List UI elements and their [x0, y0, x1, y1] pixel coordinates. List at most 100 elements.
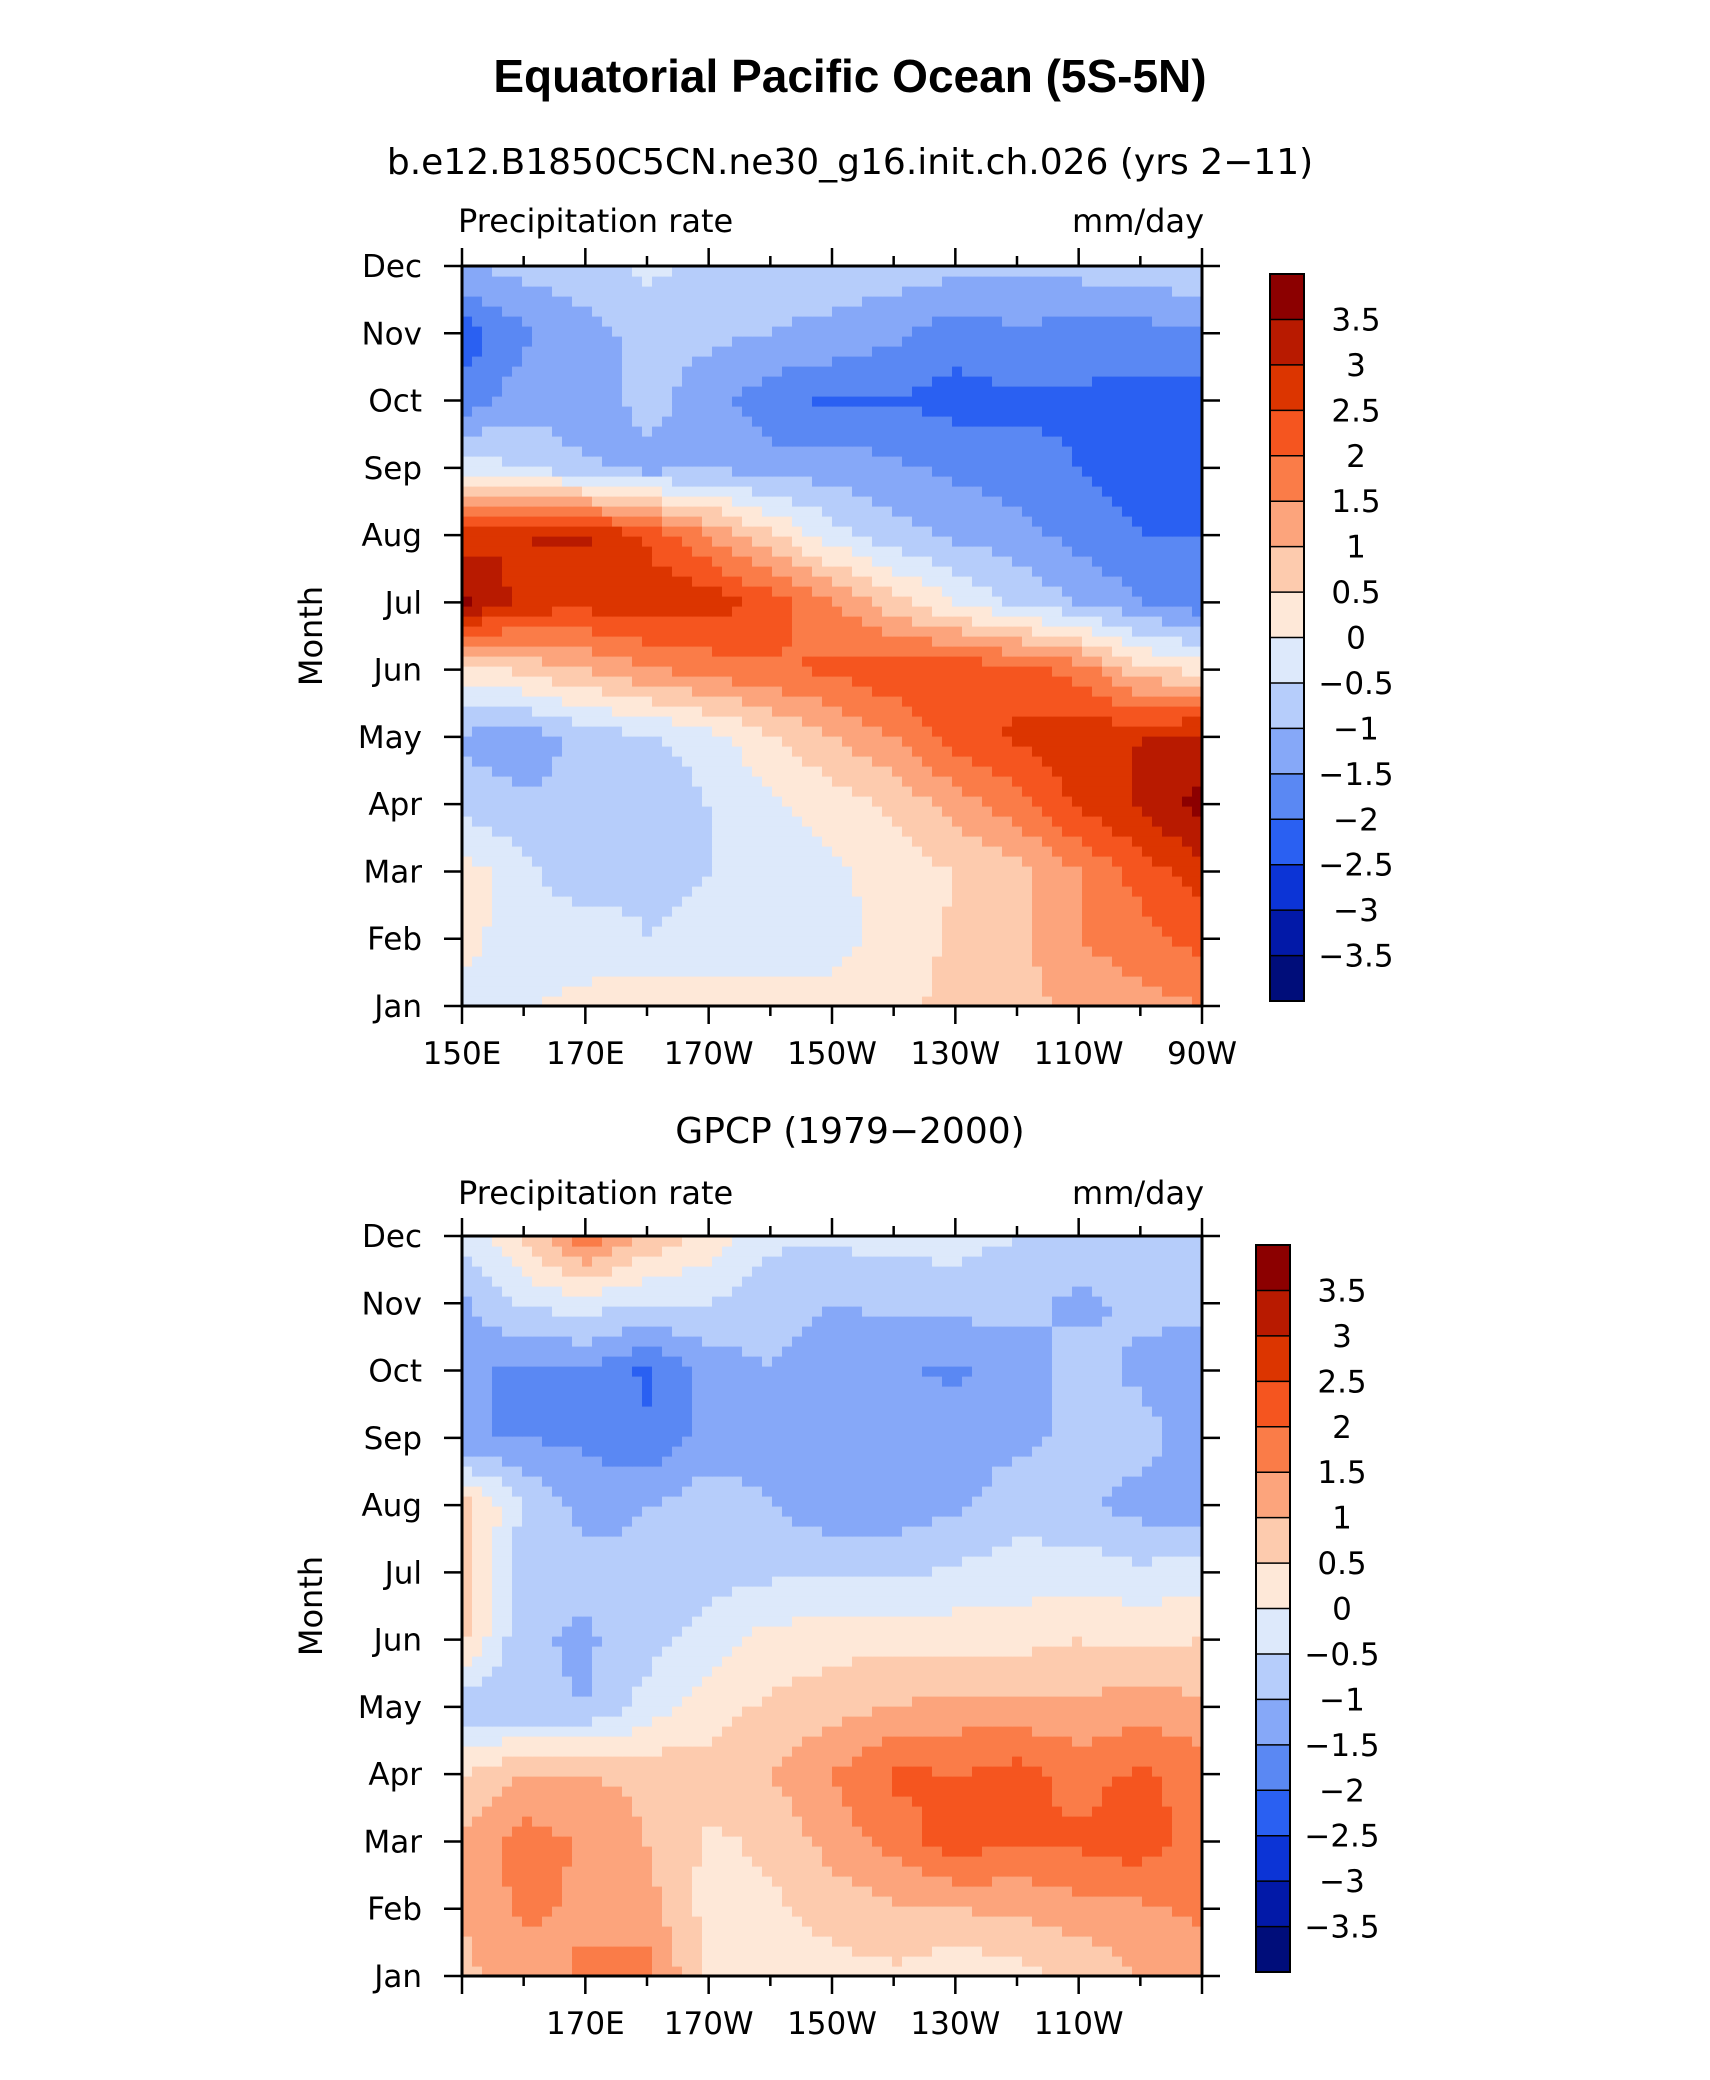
field-cell: [1082, 426, 1093, 437]
field-cell: [602, 946, 613, 957]
field-cell: [1112, 936, 1123, 947]
field-cell: [672, 946, 683, 957]
field-cell: [732, 656, 743, 667]
field-cell: [1132, 616, 1143, 627]
field-cell: [872, 336, 883, 347]
field-cell: [1012, 616, 1023, 627]
field-cell: [762, 576, 773, 587]
field-cell: [582, 346, 593, 357]
field-cell: [702, 716, 713, 727]
field-cell: [622, 846, 633, 857]
field-cell: [972, 346, 983, 357]
field-cell: [1012, 976, 1023, 987]
field-cell: [1172, 346, 1183, 357]
field-cell: [542, 976, 553, 987]
field-cell: [782, 326, 793, 337]
field-cell: [642, 596, 653, 607]
field-cell: [712, 656, 723, 667]
field-cell: [692, 426, 703, 437]
field-cell: [482, 456, 493, 467]
field-cell: [672, 616, 683, 627]
field-cell: [832, 866, 843, 877]
field-cell: [1102, 976, 1113, 987]
field-cell: [862, 626, 873, 637]
field-cell: [612, 926, 623, 937]
field-cell: [652, 936, 663, 947]
field-cell: [602, 376, 613, 387]
field-cell: [592, 996, 603, 1007]
field-cell: [712, 986, 723, 997]
field-cell: [1032, 976, 1043, 987]
field-cell: [972, 406, 983, 417]
field-cell: [882, 716, 893, 727]
field-cell: [1122, 856, 1133, 867]
field-cell: [1032, 966, 1043, 977]
field-cell: [1162, 456, 1173, 467]
field-cell: [542, 336, 553, 347]
field-cell: [762, 716, 773, 727]
field-cell: [482, 666, 493, 677]
field-cell: [642, 836, 653, 847]
field-cell: [572, 986, 583, 997]
field-cell: [482, 556, 493, 567]
field-cell: [1092, 876, 1103, 887]
field-cell: [742, 796, 753, 807]
field-cell: [802, 486, 813, 497]
field-cell: [1032, 356, 1043, 367]
field-cell: [1022, 466, 1033, 477]
field-cell: [962, 756, 973, 767]
field-cell: [862, 796, 873, 807]
field-cell: [932, 926, 943, 937]
field-cell: [952, 606, 963, 617]
field-cell: [1082, 546, 1093, 557]
field-cell: [962, 986, 973, 997]
field-cell: [1182, 946, 1193, 957]
field-cell: [652, 626, 663, 637]
field-cell: [622, 826, 633, 837]
field-cell: [602, 736, 613, 747]
field-cell: [902, 916, 913, 927]
field-cell: [942, 976, 953, 987]
field-cell: [822, 366, 833, 377]
field-cell: [712, 326, 723, 337]
field-cell: [1062, 816, 1073, 827]
field-cell: [1082, 416, 1093, 427]
field-cell: [542, 526, 553, 537]
field-cell: [1002, 966, 1013, 977]
field-cell: [512, 626, 523, 637]
field-cell: [1022, 786, 1033, 797]
field-cell: [892, 506, 903, 517]
field-cell: [712, 856, 723, 867]
field-cell: [1102, 866, 1113, 877]
field-cell: [482, 726, 493, 737]
field-cell: [662, 896, 673, 907]
field-cell: [932, 916, 943, 927]
field-cell: [522, 716, 533, 727]
field-cell: [632, 796, 643, 807]
field-cell: [512, 336, 523, 347]
field-cell: [802, 986, 813, 997]
field-cell: [612, 916, 623, 927]
field-cell: [482, 416, 493, 427]
field-cell: [832, 946, 843, 957]
field-cell: [732, 436, 743, 447]
field-cell: [792, 356, 803, 367]
field-cell: [1042, 746, 1053, 757]
field-cell: [1112, 756, 1123, 767]
field-cell: [772, 606, 783, 617]
field-cell: [972, 556, 983, 567]
field-cell: [1042, 526, 1053, 537]
field-cell: [832, 776, 843, 787]
field-cell: [932, 446, 943, 457]
field-cell: [1162, 436, 1173, 447]
field-cell: [922, 466, 933, 477]
field-cell: [722, 776, 733, 787]
field-cell: [882, 356, 893, 367]
field-cell: [1062, 606, 1073, 617]
field-cell: [822, 616, 833, 627]
field-cell: [722, 466, 733, 477]
field-cell: [522, 616, 533, 627]
field-cell: [1082, 596, 1093, 607]
field-cell: [1062, 686, 1073, 697]
field-cell: [522, 996, 533, 1007]
